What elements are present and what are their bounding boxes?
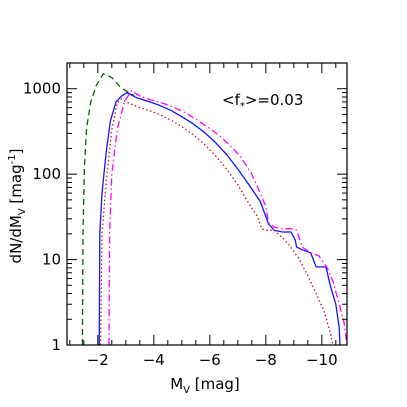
x-tick-label: −4	[143, 351, 165, 369]
annotation-mean-f: <f*>=0.03	[222, 91, 303, 112]
x-tick-label: −6	[199, 351, 221, 369]
series-curves	[81, 73, 348, 346]
y-tick-label: 10	[42, 251, 61, 269]
x-tick-label: −2	[87, 351, 109, 369]
series-line-3	[99, 98, 334, 346]
x-axis-label: MV [mag]	[170, 375, 240, 396]
plot-frame	[66, 62, 348, 346]
series-line-2	[98, 91, 341, 346]
x-tick-label: −10	[306, 351, 338, 369]
y-tick-label: 100	[32, 165, 61, 183]
x-tick-label: −8	[255, 351, 277, 369]
series-line-1	[81, 73, 135, 346]
y-axis-label: dN/dMV [mag-1]	[7, 149, 28, 264]
y-tick-label: 1000	[23, 80, 61, 98]
series-line-4	[108, 89, 348, 346]
axis-ticks: −2 −4 −6 −8 −10 1 10 100 1000	[23, 62, 347, 369]
y-tick-label: 1	[51, 336, 61, 354]
